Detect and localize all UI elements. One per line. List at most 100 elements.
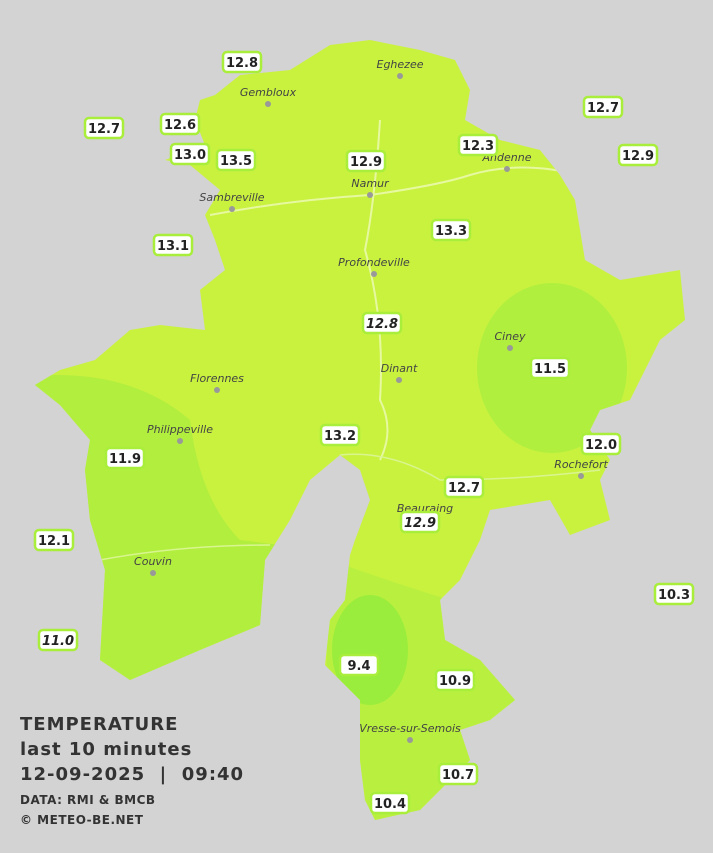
station-value: 12.9: [622, 149, 654, 164]
town-dot: [229, 206, 235, 212]
station-box: [399, 510, 441, 534]
town-label: Couvin: [134, 555, 172, 568]
station-box: [169, 142, 211, 166]
station-box: [104, 446, 146, 470]
station-box: [37, 628, 79, 652]
station: 11.5: [529, 356, 571, 380]
legend-period: last 10 minutes: [20, 739, 192, 760]
station-box: [369, 791, 411, 815]
station: 13.0: [169, 142, 211, 166]
station-box: [653, 582, 695, 606]
town-dot: [407, 737, 413, 743]
station-box: [443, 475, 485, 499]
station: 12.1: [33, 528, 75, 552]
river: [363, 119, 389, 461]
legend-credit: © METEO-BE.NET: [20, 813, 144, 827]
station-value: 13.0: [174, 148, 206, 163]
station: 12.7: [582, 95, 624, 119]
town-label: Namur: [351, 177, 390, 190]
station-box: [338, 653, 380, 677]
station-value: 11.9: [109, 452, 141, 467]
town-label: Philippeville: [147, 423, 213, 436]
town-label: Ciney: [495, 330, 526, 343]
station-box: [83, 116, 125, 140]
station-value: 12.1: [38, 534, 70, 549]
station-box: [159, 112, 201, 136]
station: 12.6: [159, 112, 201, 136]
town-label: Vresse-sur-Semois: [359, 722, 461, 735]
river: [99, 544, 271, 561]
station-box: [361, 311, 403, 335]
station: 12.9: [399, 510, 441, 534]
town-dot: [214, 387, 220, 393]
town-label: Rochefort: [554, 458, 608, 471]
legend-source: DATA: RMI & BMCB: [20, 793, 156, 807]
town-dot: [265, 101, 271, 107]
station: 12.0: [580, 432, 622, 456]
station: 11.9: [104, 446, 146, 470]
legend-datetime: 12-09-2025 | 09:40: [20, 764, 244, 785]
station: 12.9: [617, 143, 659, 167]
station-box: [430, 218, 472, 242]
station: 9.4: [338, 653, 380, 677]
station-value: 12.3: [462, 139, 494, 154]
station-value: 12.6: [164, 118, 196, 133]
river: [209, 166, 581, 216]
station: 10.4: [369, 791, 411, 815]
station-value: 12.7: [88, 122, 120, 137]
station: 12.9: [345, 149, 387, 173]
town-label: Dinant: [381, 362, 418, 375]
station: 10.9: [434, 668, 476, 692]
station: 12.8: [361, 311, 403, 335]
station: 12.8: [221, 50, 263, 74]
town-label: Sambreville: [199, 191, 264, 204]
station: 12.3: [457, 133, 499, 157]
station-box: [152, 233, 194, 257]
station: 11.0: [37, 628, 79, 652]
zone-cold: [332, 595, 408, 705]
station-value: 12.8: [366, 317, 398, 332]
town-dot: [371, 271, 377, 277]
station-value: 10.7: [442, 768, 474, 783]
town-dot: [397, 73, 403, 79]
station-box: [319, 423, 361, 447]
river: [339, 453, 601, 481]
station-value: 12.8: [226, 56, 258, 71]
station: 10.3: [653, 582, 695, 606]
station: 10.7: [437, 762, 479, 786]
station-box: [617, 143, 659, 167]
station-value: 12.9: [404, 516, 436, 531]
station-value: 10.4: [374, 797, 406, 812]
station-box: [434, 668, 476, 692]
town-label: Gembloux: [240, 86, 297, 99]
station-value: 13.3: [435, 224, 467, 239]
station-value: 12.0: [585, 438, 617, 453]
town-dot: [578, 473, 584, 479]
station-value: 10.9: [439, 674, 471, 689]
station-value: 11.5: [534, 362, 566, 377]
station-box: [457, 133, 499, 157]
station-box: [215, 148, 257, 172]
station-box: [221, 50, 263, 74]
station-box: [345, 149, 387, 173]
station: 13.1: [152, 233, 194, 257]
station: 12.7: [83, 116, 125, 140]
station-value: 12.9: [350, 155, 382, 170]
station-value: 13.5: [220, 154, 252, 169]
legend-title: TEMPERATURE: [20, 714, 178, 735]
town-dot: [396, 377, 402, 383]
station-box: [33, 528, 75, 552]
town-dot: [150, 570, 156, 576]
station: 13.5: [215, 148, 257, 172]
town-label: Florennes: [190, 372, 244, 385]
station: 12.7: [443, 475, 485, 499]
town-dot: [504, 166, 510, 172]
town-label: Eghezee: [377, 58, 424, 71]
town-dot: [177, 438, 183, 444]
station-box: [582, 95, 624, 119]
station: 13.2: [319, 423, 361, 447]
station-value: 13.1: [157, 239, 189, 254]
station-value: 9.4: [347, 659, 370, 674]
station-value: 11.0: [42, 634, 74, 649]
